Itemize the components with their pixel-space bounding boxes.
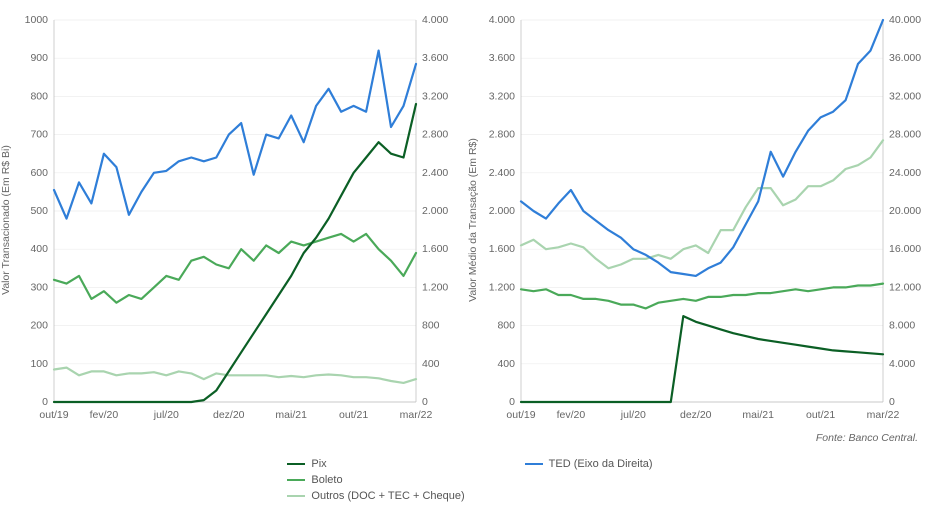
svg-text:mai/21: mai/21 (742, 409, 774, 421)
svg-text:out/21: out/21 (339, 409, 368, 421)
svg-text:500: 500 (30, 205, 48, 217)
svg-text:1000: 1000 (25, 14, 49, 26)
svg-text:0: 0 (42, 396, 48, 408)
svg-text:0: 0 (422, 396, 428, 408)
legend-swatch (287, 479, 305, 481)
svg-text:40.000: 40.000 (889, 14, 921, 26)
svg-text:16.000: 16.000 (889, 243, 921, 255)
series-outros (54, 368, 416, 383)
legend-column: TED (Eixo da Direita) (525, 458, 653, 502)
svg-text:300: 300 (30, 281, 48, 293)
svg-text:800: 800 (30, 90, 48, 102)
dual-chart-page: Valor Transacionado (Em R$ Bi) 0 100 200 30… (0, 0, 940, 513)
svg-text:600: 600 (30, 167, 48, 179)
chart-right-cell: Valor Médio da Transação (Em R$) 0400800… (477, 10, 930, 430)
svg-text:100: 100 (30, 358, 48, 370)
legend-item-outros: Outros (DOC + TEC + Cheque) (287, 490, 464, 502)
chart-right: 0 400 800 1.200 1.600 2.000 2.400 2.800 3.200 3.6… (477, 10, 927, 430)
svg-text:36.000: 36.000 (889, 52, 921, 64)
svg-text:200: 200 (30, 320, 48, 332)
svg-text:3.200: 3.200 (422, 90, 448, 102)
legend-label: TED (Eixo da Direita) (549, 458, 653, 470)
svg-text:400: 400 (422, 358, 440, 370)
svg-text:dez/20: dez/20 (213, 409, 245, 421)
svg-text:3.200: 3.200 (489, 90, 515, 102)
legend: Pix Boleto Outros (DOC + TEC + Cheque) TED … (10, 458, 930, 502)
svg-text:fev/20: fev/20 (90, 409, 119, 421)
source-text: Fonte: Banco Central. (10, 432, 930, 444)
svg-text:1.200: 1.200 (489, 281, 515, 293)
svg-text:400: 400 (30, 243, 48, 255)
svg-text:jul/20: jul/20 (153, 409, 179, 421)
svg-text:1.600: 1.600 (422, 243, 448, 255)
svg-text:out/19: out/19 (506, 409, 535, 421)
svg-text:2.800: 2.800 (489, 129, 515, 141)
svg-text:900: 900 (30, 52, 48, 64)
svg-text:1.600: 1.600 (489, 243, 515, 255)
svg-text:4.000: 4.000 (422, 14, 448, 26)
legend-item-ted: TED (Eixo da Direita) (525, 458, 653, 470)
svg-text:2.400: 2.400 (489, 167, 515, 179)
svg-text:3.600: 3.600 (422, 52, 448, 64)
svg-text:12.000: 12.000 (889, 281, 921, 293)
svg-text:800: 800 (497, 320, 515, 332)
svg-text:mar/22: mar/22 (400, 409, 433, 421)
svg-text:out/19: out/19 (39, 409, 68, 421)
svg-text:700: 700 (30, 129, 48, 141)
svg-text:28.000: 28.000 (889, 129, 921, 141)
svg-text:out/21: out/21 (806, 409, 835, 421)
legend-swatch (287, 463, 305, 465)
svg-text:2.400: 2.400 (422, 167, 448, 179)
y-axis-label-right: Valor Médio da Transação (Em R$) (467, 138, 479, 302)
svg-text:4.000: 4.000 (889, 358, 915, 370)
y-axis-label-left: Valor Transacionado (Em R$ Bi) (0, 145, 12, 295)
chart-left: 0 100 200 300 400 500 600 700 800 900 1000 0 400 800 1… (10, 10, 460, 430)
legend-item-boleto: Boleto (287, 474, 464, 486)
charts-row: Valor Transacionado (Em R$ Bi) 010020030… (10, 10, 930, 430)
legend-swatch (525, 463, 543, 465)
svg-text:24.000: 24.000 (889, 167, 921, 179)
svg-text:8.000: 8.000 (889, 320, 915, 332)
svg-text:mai/21: mai/21 (275, 409, 307, 421)
svg-text:32.000: 32.000 (889, 90, 921, 102)
svg-text:2.000: 2.000 (489, 205, 515, 217)
svg-text:1.200: 1.200 (422, 281, 448, 293)
svg-text:3.600: 3.600 (489, 52, 515, 64)
svg-text:4.000: 4.000 (489, 14, 515, 26)
series-pix (54, 104, 416, 402)
svg-text:400: 400 (497, 358, 515, 370)
svg-text:0: 0 (889, 396, 895, 408)
svg-text:fev/20: fev/20 (557, 409, 586, 421)
svg-text:800: 800 (422, 320, 440, 332)
series-boleto (54, 234, 416, 303)
legend-label: Boleto (311, 474, 342, 486)
svg-text:dez/20: dez/20 (680, 409, 712, 421)
svg-text:20.000: 20.000 (889, 205, 921, 217)
svg-text:0: 0 (509, 396, 515, 408)
svg-text:mar/22: mar/22 (867, 409, 900, 421)
svg-text:2.000: 2.000 (422, 205, 448, 217)
series-pix (521, 316, 883, 402)
legend-label: Outros (DOC + TEC + Cheque) (311, 490, 464, 502)
legend-swatch (287, 495, 305, 497)
legend-column: Pix Boleto Outros (DOC + TEC + Cheque) (287, 458, 464, 502)
chart-left-cell: Valor Transacionado (Em R$ Bi) 010020030… (10, 10, 463, 430)
legend-label: Pix (311, 458, 326, 470)
legend-item-pix: Pix (287, 458, 464, 470)
svg-text:2.800: 2.800 (422, 129, 448, 141)
svg-text:jul/20: jul/20 (620, 409, 646, 421)
